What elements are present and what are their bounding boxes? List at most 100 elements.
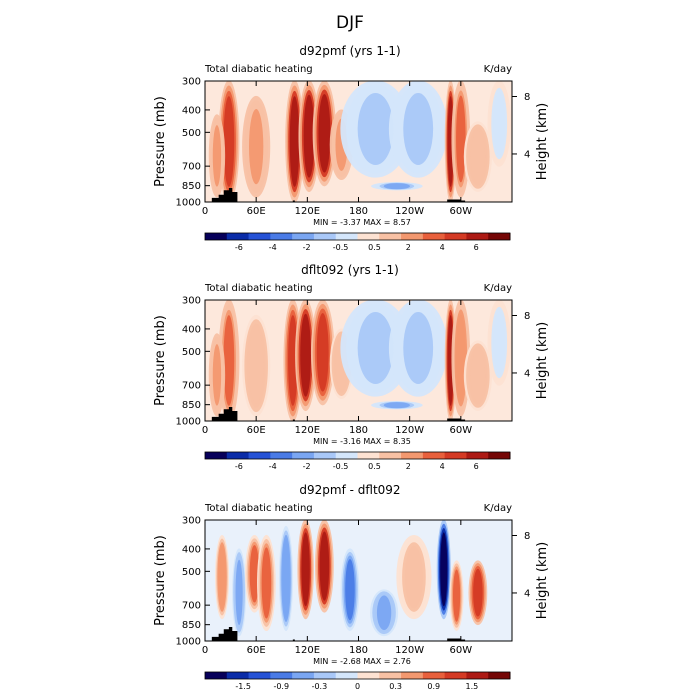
y-axis-label: Pressure (mb): [153, 96, 168, 187]
colorbar-swatch: [292, 233, 315, 240]
min-max-stats: MIN = -3.37 MAX = 8.57: [313, 218, 411, 227]
panel-title: dflt092 (yrs 1-1): [301, 263, 399, 277]
colorbar-label: 2: [406, 243, 411, 252]
colorbar-label: -0.3: [312, 682, 328, 691]
heatmap-field: [205, 300, 512, 421]
colorbar-label: -4: [269, 462, 277, 471]
heating-feature: [403, 312, 434, 385]
colorbar-swatch: [270, 672, 293, 679]
y-axis-label: Pressure (mb): [153, 535, 168, 626]
colorbar-swatch: [248, 233, 271, 240]
colorbar-swatch: [270, 233, 293, 240]
colorbar-swatch: [488, 233, 511, 240]
heating-feature: [383, 183, 411, 190]
topography-mask: [292, 639, 295, 641]
x-tick-label: 60E: [247, 645, 266, 656]
colorbar-swatch: [357, 672, 380, 679]
y-tick-label: 1000: [176, 637, 201, 648]
panel-3: d92pmf - dflt092 Total diabatic heating K/…: [153, 483, 550, 691]
x-tick-label: 60E: [247, 425, 266, 436]
heating-feature: [249, 545, 260, 603]
colorbar-label: 0.3: [389, 682, 402, 691]
colorbar-label: -1.5: [235, 682, 251, 691]
y-tick-label: 300: [182, 77, 201, 88]
heating-feature: [249, 328, 264, 404]
colorbar-swatch: [248, 452, 271, 459]
min-max-stats: MIN = -3.16 MAX = 8.35: [313, 437, 411, 446]
colorbar-swatch: [488, 672, 511, 679]
colorbar-label: 0.5: [368, 243, 381, 252]
colorbar-label: -2: [303, 243, 311, 252]
x-tick-label: 120W: [395, 206, 424, 217]
colorbar-label: 0.5: [368, 462, 381, 471]
x-tick-label: 180: [349, 206, 368, 217]
y-tick-label: 700: [182, 601, 201, 612]
colorbar-swatch: [335, 452, 358, 459]
height-tick-label: 8: [524, 531, 530, 542]
colorbar-swatch: [205, 233, 228, 240]
y-axis-label-right: Height (km): [535, 103, 550, 180]
colorbar-label: -6: [235, 243, 243, 252]
colorbar-swatch: [466, 672, 489, 679]
heating-feature: [357, 93, 394, 166]
height-tick-label: 4: [524, 588, 530, 599]
colorbar-swatch: [444, 672, 467, 679]
x-tick-label: 120W: [395, 645, 424, 656]
colorbar-swatch: [488, 452, 511, 459]
colorbar-swatch: [335, 672, 358, 679]
topography-mask: [211, 188, 238, 202]
panel-2: dflt092 (yrs 1-1) Total diabatic heating K…: [153, 263, 550, 471]
x-tick-label: 120E: [295, 206, 320, 217]
x-tick-label: 60E: [247, 206, 266, 217]
y-tick-label: 850: [182, 181, 201, 192]
x-tick-label: 0: [202, 425, 208, 436]
colorbar-swatch: [401, 672, 424, 679]
heating-feature: [456, 314, 466, 402]
min-max-stats: MIN = -2.68 MAX = 2.76: [313, 657, 411, 666]
colorbar-swatch: [313, 672, 337, 679]
colorbar-label: 0.9: [427, 682, 440, 691]
colorbar-swatch: [313, 452, 337, 459]
x-tick-label: 60W: [450, 645, 473, 656]
colorbar-swatch: [379, 452, 402, 459]
y-axis-label: Pressure (mb): [153, 315, 168, 406]
heating-feature: [383, 402, 411, 409]
colorbar-label: 4: [440, 243, 445, 252]
heating-feature: [282, 539, 290, 618]
colorbar-swatch: [313, 233, 337, 240]
colorbar-frame: [204, 232, 511, 241]
heatmap-field: [205, 520, 512, 641]
y-tick-label: 700: [182, 381, 201, 392]
heating-feature: [470, 130, 486, 183]
colorbar-label: -2: [303, 462, 311, 471]
heating-feature: [376, 595, 392, 631]
colorbar-swatch: [226, 452, 250, 459]
x-tick-label: 120E: [295, 645, 320, 656]
heating-feature: [403, 93, 434, 166]
x-tick-label: 0: [202, 206, 208, 217]
colorbar-swatch: [422, 672, 446, 679]
colorbar-swatch: [466, 233, 489, 240]
heating-feature: [319, 531, 330, 601]
y-tick-label: 850: [182, 620, 201, 631]
heating-feature: [249, 109, 264, 185]
height-tick-label: 4: [524, 368, 530, 379]
colorbar-swatch: [401, 233, 424, 240]
y-tick-label: 500: [182, 347, 201, 358]
x-tick-label: 120E: [295, 425, 320, 436]
heating-feature: [212, 344, 222, 406]
height-tick-label: 8: [524, 92, 530, 103]
topography-mask: [292, 419, 295, 421]
variable-label: Total diabatic heating: [204, 64, 313, 75]
colorbar-swatch: [401, 452, 424, 459]
colorbar-label: 6: [474, 462, 479, 471]
heating-feature: [223, 315, 235, 406]
colorbar-swatch: [357, 452, 380, 459]
x-tick-label: 180: [349, 425, 368, 436]
colorbar-swatch: [226, 672, 250, 679]
height-tick-label: 4: [524, 149, 530, 160]
colorbar-swatch: [422, 452, 446, 459]
colorbar-label: -0.9: [273, 682, 289, 691]
topography-mask: [211, 407, 238, 421]
heating-feature: [473, 568, 483, 617]
